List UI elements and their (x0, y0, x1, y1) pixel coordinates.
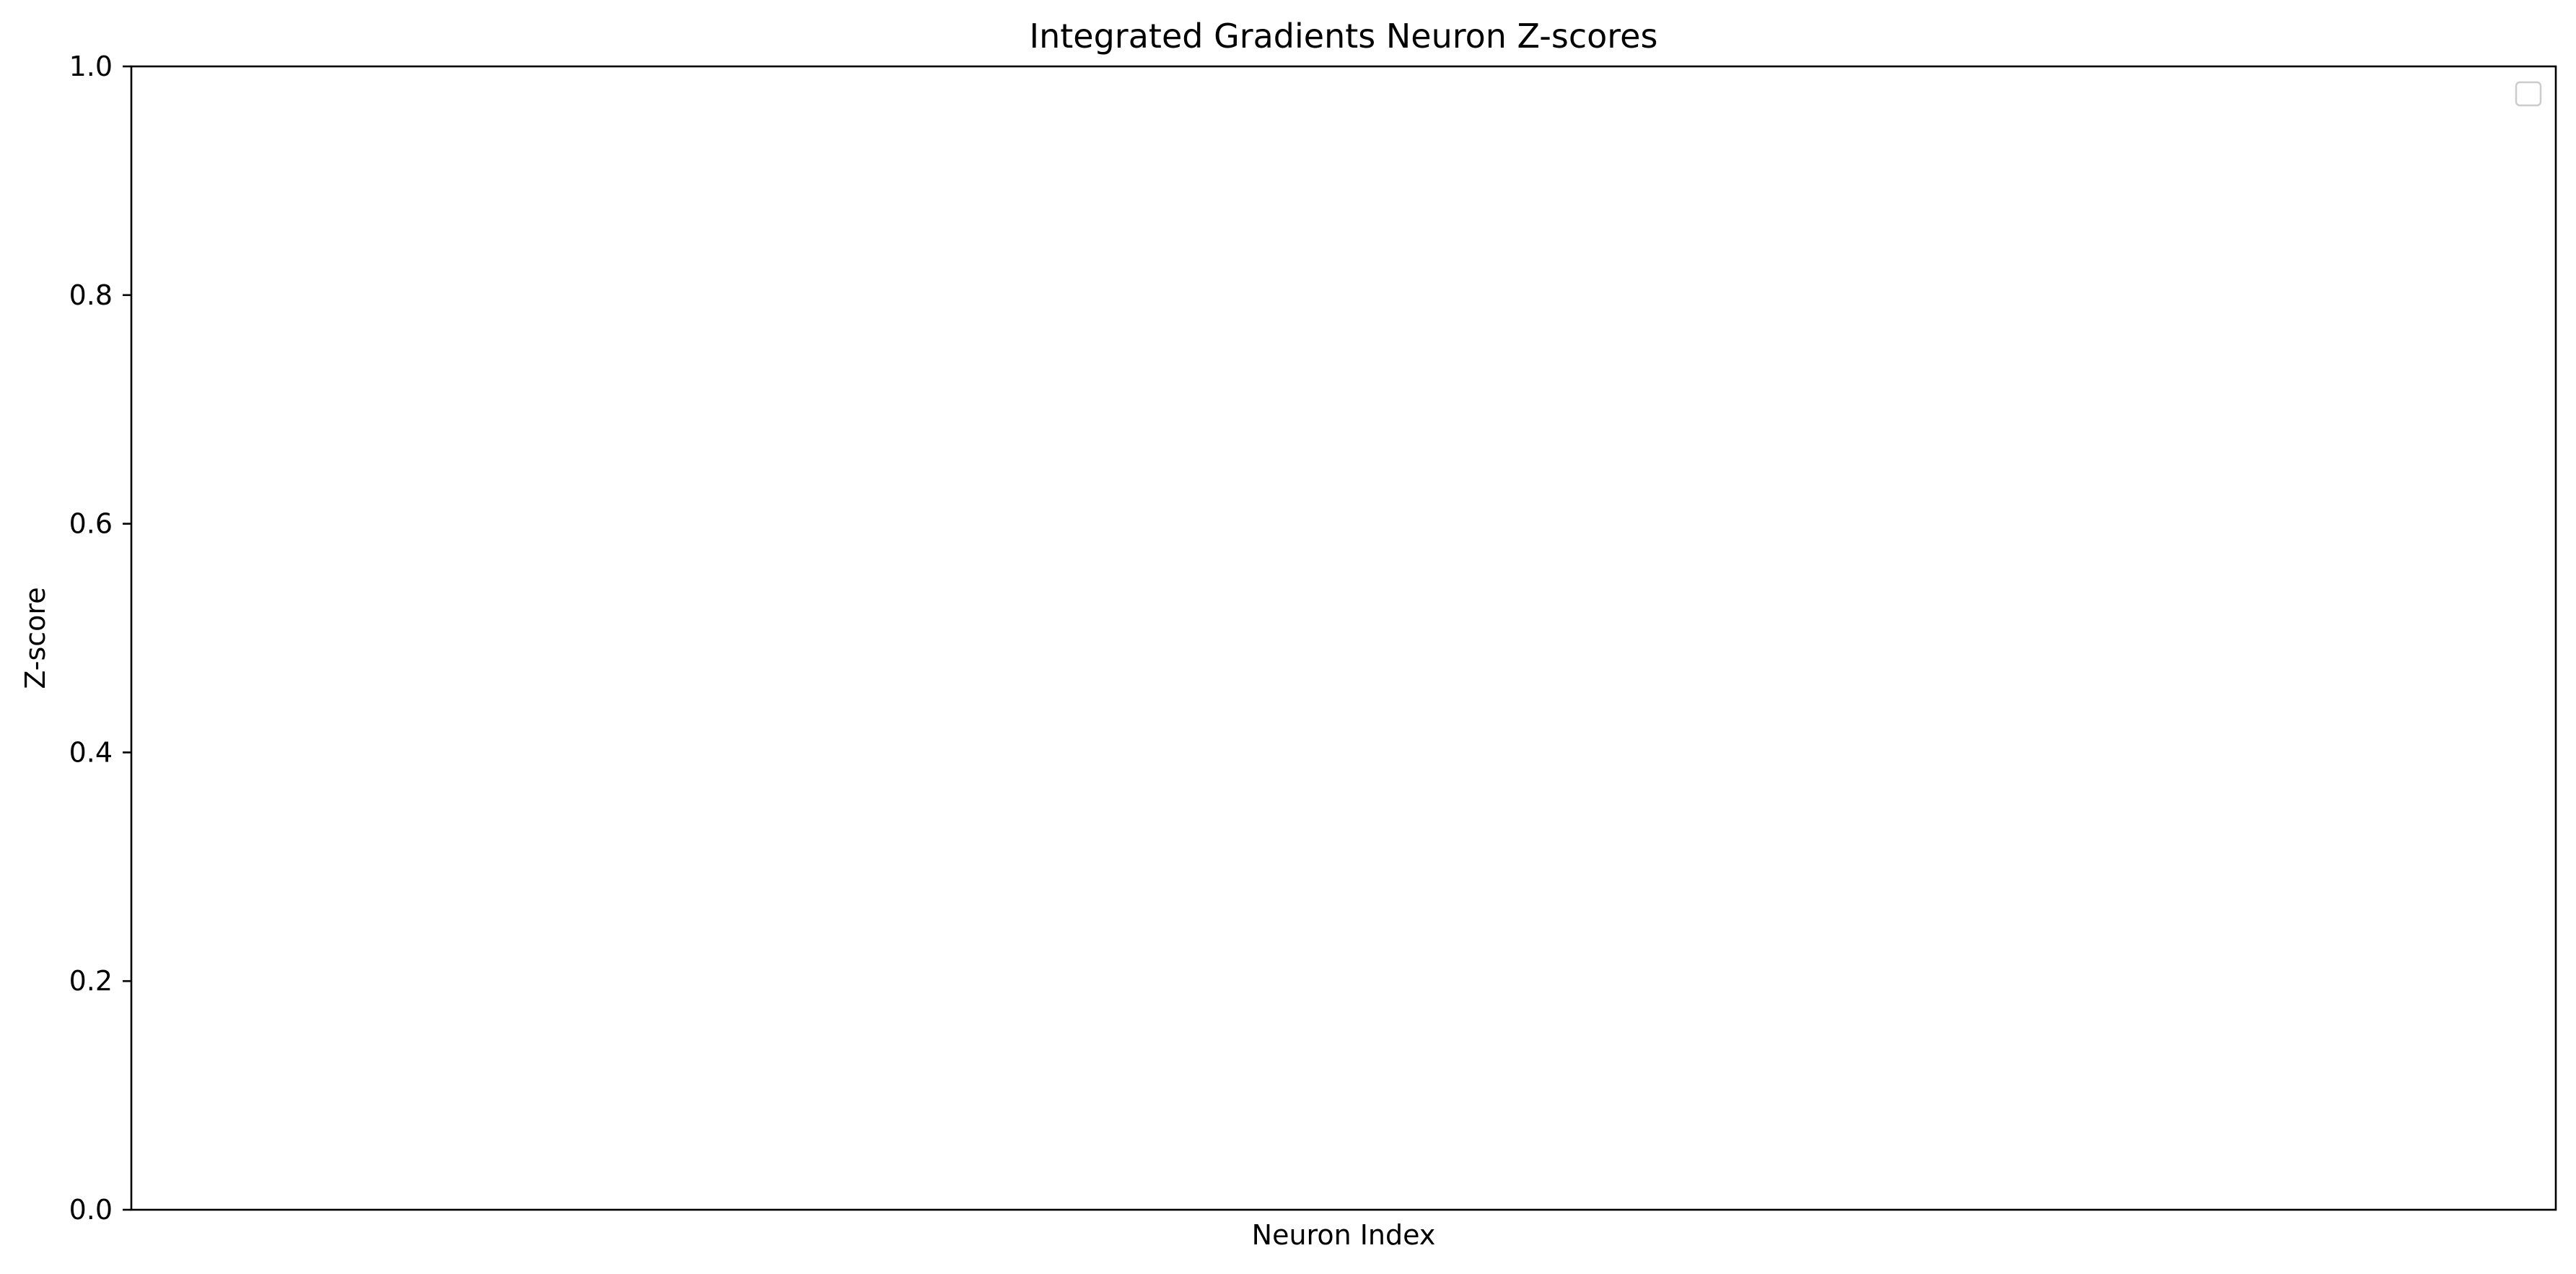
legend-box (2515, 81, 2542, 107)
plot-area: 0.0 0.2 0.4 0.6 0.8 1.0 (69, 51, 2557, 1226)
y-tick-label: 0.8 (69, 279, 113, 311)
y-tick-label: 0.4 (69, 736, 113, 768)
y-tick-label: 0.0 (69, 1194, 113, 1226)
legend (2515, 81, 2542, 107)
y-axis-ticks: 0.0 0.2 0.4 0.6 0.8 1.0 (69, 51, 131, 1226)
chart-title: Integrated Gradients Neuron Z-scores (1030, 17, 1658, 56)
y-tick-label: 0.6 (69, 508, 113, 540)
plot-frame (130, 65, 2557, 1211)
y-axis-label: Z-score (19, 587, 51, 689)
y-tick-label: 0.2 (69, 965, 113, 997)
y-tick-label: 1.0 (69, 51, 113, 82)
plot-background (131, 66, 2556, 1210)
x-axis-label: Neuron Index (1252, 1219, 1436, 1251)
